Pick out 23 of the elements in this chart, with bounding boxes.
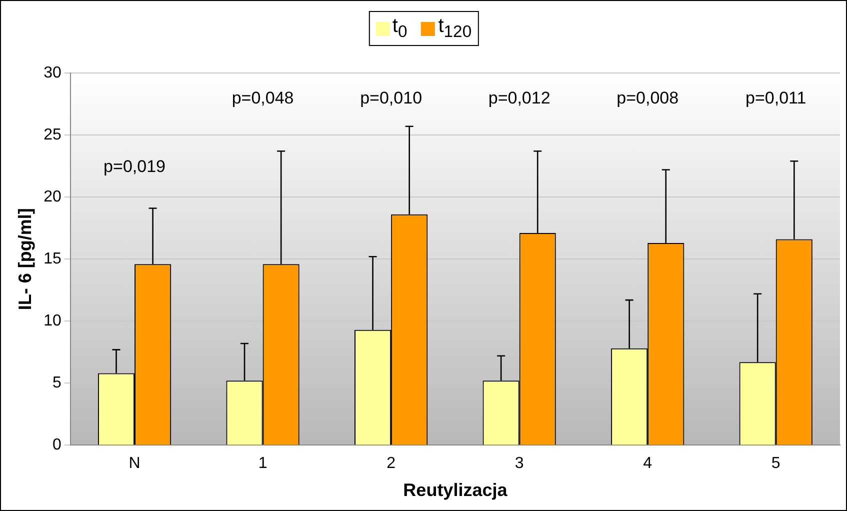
x-tick-label: 2 [386,455,396,472]
annotation: p=0,019 [104,156,166,176]
y-tick-label: 0 [52,436,62,454]
y-tick-label: 30 [44,64,62,82]
x-tick-label: 4 [643,455,652,472]
annotation: p=0,008 [616,88,679,108]
x-axis-title: Reutylizacja [403,480,508,500]
legend-label: t$_{0}$ [392,15,408,42]
y-tick-label: 5 [52,374,62,392]
annotation: p=0,011 [746,88,806,108]
x-tick-label: 1 [258,455,268,472]
y-axis-title: IL- 6 [pg/ml] [14,208,35,310]
y-tick-label: 25 [44,126,62,144]
annotation: p=0,010 [360,88,422,108]
annotation: p=0,012 [488,88,550,108]
legend-label: t$_{120}$ [438,15,472,42]
y-tick-label: 20 [44,188,62,206]
x-tick-label: 5 [771,455,780,472]
x-tick-label: N [128,455,140,472]
annotation: p=0,048 [232,88,294,108]
y-tick-label: 10 [44,312,62,330]
y-tick-label: 15 [44,250,62,268]
x-tick-label: 3 [514,455,524,472]
